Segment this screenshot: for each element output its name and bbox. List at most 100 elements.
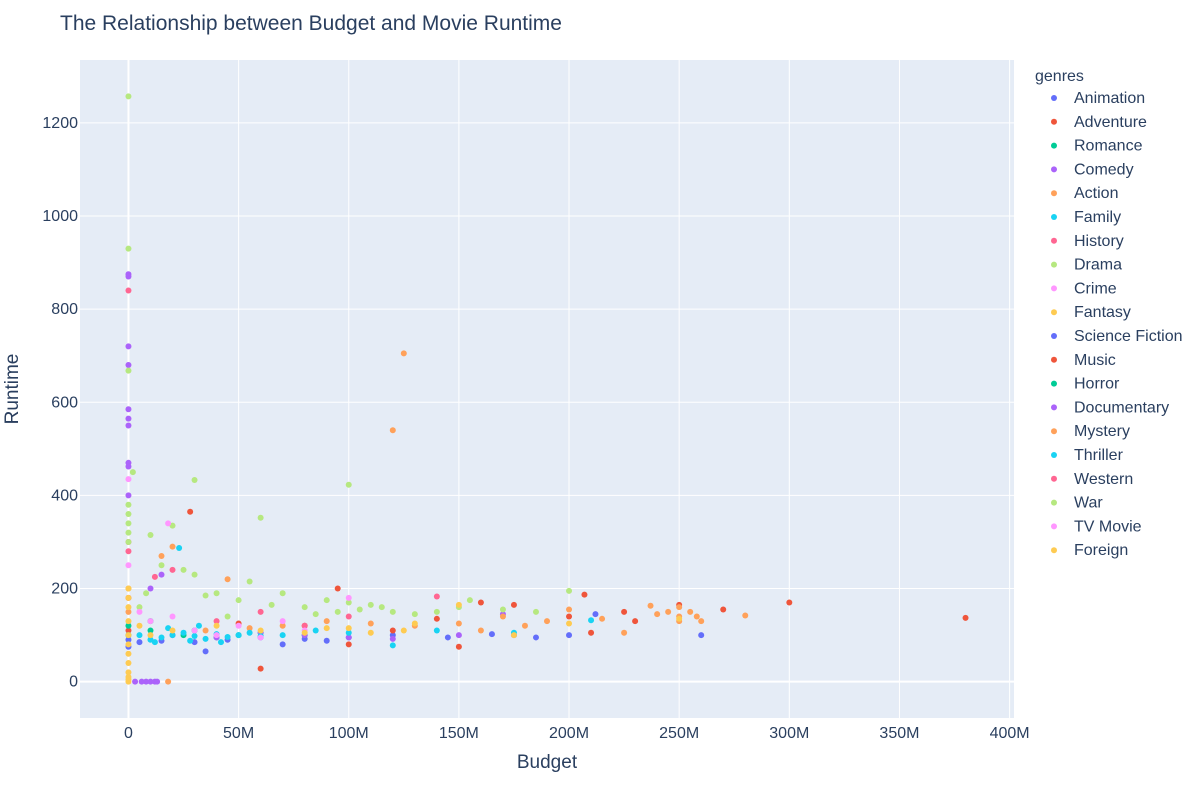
legend-marker [1051, 261, 1057, 268]
point-fantasy [125, 604, 132, 611]
legend-label: Mystery [1074, 423, 1130, 440]
point-crime [213, 632, 220, 639]
point-fantasy [213, 622, 220, 629]
point-comedy [154, 678, 161, 685]
point-fantasy [125, 594, 132, 601]
legend-label: War [1074, 495, 1103, 512]
legend-item-foreign[interactable]: Foreign [1051, 542, 1128, 559]
point-drama [180, 566, 187, 573]
legend-item-action[interactable]: Action [1051, 185, 1118, 202]
legend-item-music[interactable]: Music [1051, 352, 1116, 369]
point-history [125, 287, 132, 294]
point-history [433, 593, 440, 600]
point-family [151, 639, 158, 646]
point-action [477, 627, 484, 634]
point-adventure [621, 608, 628, 615]
legend-item-history[interactable]: History [1051, 233, 1124, 250]
point-drama [202, 592, 209, 599]
point-fantasy [147, 632, 154, 639]
point-action [158, 552, 165, 559]
point-drama [125, 245, 132, 252]
point-fantasy [125, 632, 132, 639]
legend-label: Foreign [1074, 542, 1128, 559]
x-tick-label: 250M [659, 725, 699, 742]
legend-marker [1051, 95, 1057, 101]
point-comedy [125, 492, 132, 499]
legend-label: Comedy [1074, 161, 1134, 178]
legend-item-animation[interactable]: Animation [1051, 90, 1145, 107]
point-fantasy [510, 632, 517, 639]
point-drama [125, 538, 132, 545]
legend-label: Adventure [1074, 114, 1147, 131]
point-crime [125, 476, 132, 483]
point-animation [532, 634, 539, 641]
legend-label: Documentary [1074, 399, 1169, 416]
point-drama [125, 501, 132, 508]
point-action [687, 608, 694, 615]
point-comedy [125, 463, 132, 470]
legend-item-romance[interactable]: Romance [1051, 138, 1143, 155]
point-action [169, 543, 176, 550]
point-fantasy [676, 615, 683, 622]
legend-item-thriller[interactable]: Thriller [1051, 447, 1124, 464]
point-comedy [125, 406, 132, 413]
point-fantasy [455, 601, 462, 608]
legend-items: Animation Adventure Romance Comedy Action Fam… [1051, 90, 1183, 559]
point-adventure [632, 618, 639, 625]
legend-marker [1051, 237, 1057, 244]
point-adventure [477, 599, 484, 606]
point-family [176, 545, 183, 552]
legend-item-drama[interactable]: Drama [1051, 257, 1122, 274]
legend-item-documentary[interactable]: Documentary [1051, 399, 1169, 416]
legend-item-tv-movie[interactable]: TV Movie [1051, 518, 1142, 535]
legend-marker [1051, 309, 1057, 316]
point-adventure [334, 585, 341, 592]
point-adventure [389, 627, 396, 634]
legend-item-fantasy[interactable]: Fantasy [1051, 304, 1131, 321]
y-tick-label: 800 [51, 301, 78, 318]
y-tick-label: 200 [51, 581, 78, 598]
point-crime [136, 608, 143, 615]
x-tick-label: 100M [329, 725, 369, 742]
point-comedy [345, 634, 352, 641]
legend-marker [1051, 356, 1057, 363]
point-adventure [187, 508, 194, 515]
point-adventure [345, 641, 352, 648]
legend-item-crime[interactable]: Crime [1051, 280, 1117, 297]
x-tick-label: 350M [879, 725, 919, 742]
legend-marker [1051, 190, 1057, 197]
point-fantasy [125, 660, 132, 667]
point-drama [334, 608, 341, 615]
point-drama [279, 590, 286, 597]
legend-label: Family [1074, 209, 1121, 226]
legend-item-western[interactable]: Western [1051, 471, 1133, 488]
legend-item-science-fiction[interactable]: Science Fiction [1051, 328, 1183, 345]
point-action [202, 627, 209, 634]
legend-item-comedy[interactable]: Comedy [1051, 161, 1134, 178]
legend-marker [1051, 380, 1057, 387]
point-comedy [147, 678, 154, 685]
point-action [400, 350, 407, 357]
point-history [169, 566, 176, 573]
point-drama [433, 608, 440, 615]
point-comedy [125, 343, 132, 350]
point-action [499, 613, 506, 620]
legend-item-family[interactable]: Family [1051, 209, 1121, 226]
x-tick-label: 150M [439, 725, 479, 742]
point-crime [125, 562, 132, 569]
point-fantasy [367, 629, 374, 636]
legend: genres Animation Adventure Romance Comedy Ac… [1035, 68, 1183, 559]
point-drama [345, 599, 352, 606]
point-drama [125, 511, 132, 518]
legend-item-adventure[interactable]: Adventure [1051, 114, 1147, 131]
legend-item-horror[interactable]: Horror [1051, 376, 1120, 393]
grid-lines [80, 60, 1014, 718]
point-history [257, 608, 264, 615]
point-drama [566, 587, 573, 594]
point-family [279, 632, 286, 639]
legend-item-mystery[interactable]: Mystery [1051, 423, 1130, 440]
point-family [312, 627, 319, 634]
point-drama [411, 611, 418, 618]
legend-item-war[interactable]: War [1051, 495, 1103, 512]
point-action [665, 608, 672, 615]
